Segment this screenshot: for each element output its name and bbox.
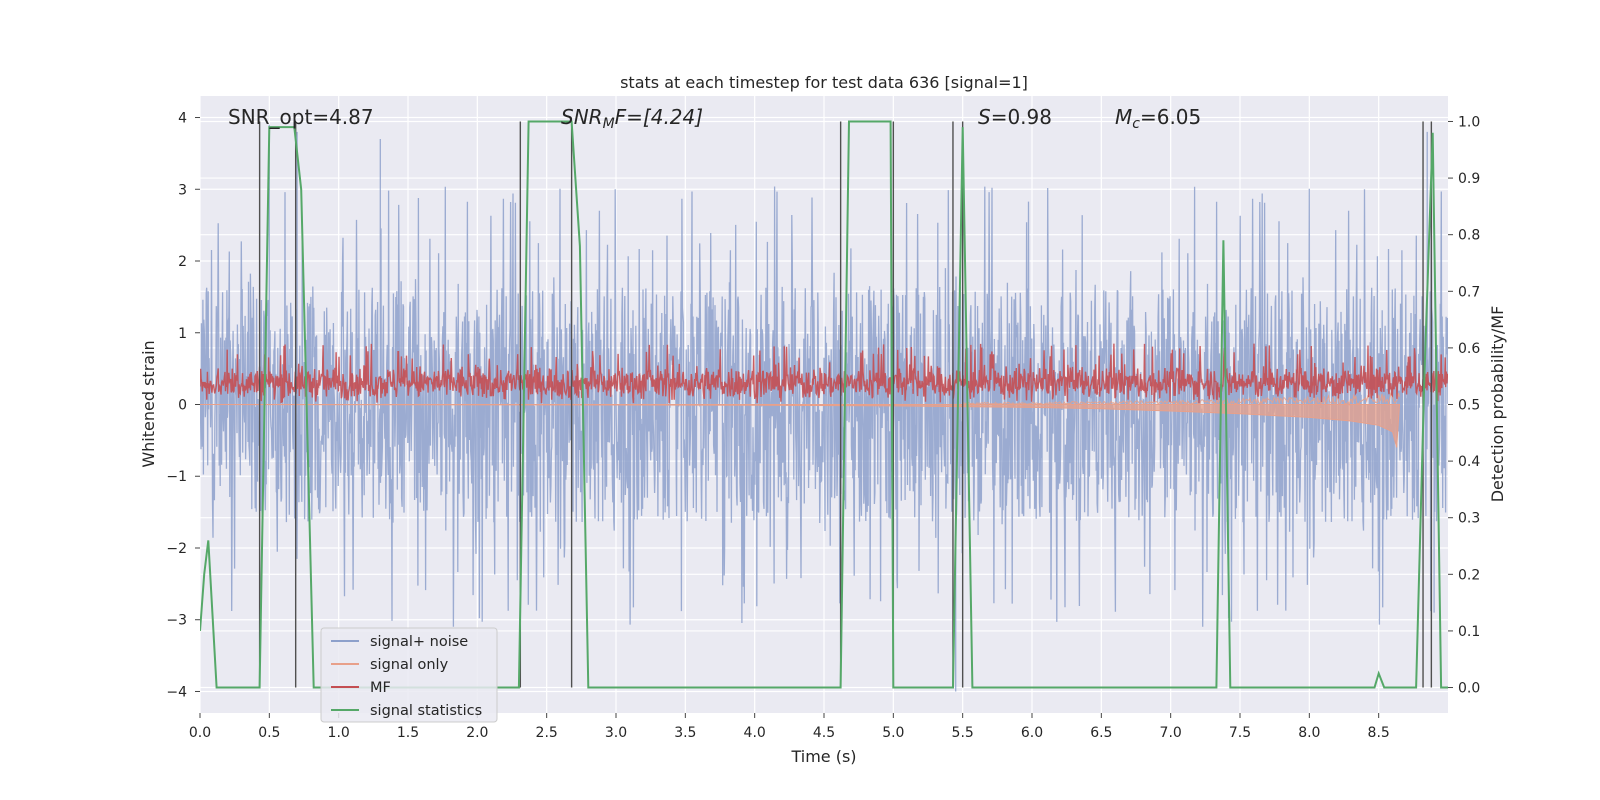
annotation-snr-mf-sub: M: [603, 116, 615, 132]
x-tick-label: 2.0: [466, 725, 488, 741]
annotation-mc: Mc=6.05: [1115, 105, 1201, 132]
x-tick-label: 2.5: [536, 725, 558, 741]
x-tick-label: 0.5: [258, 725, 280, 741]
legend-label-signal-only: signal only: [370, 657, 449, 673]
x-tick-label: 1.5: [397, 725, 419, 741]
series-signal-only-line: [962, 392, 1400, 407]
y-right-tick-label: 0.5: [1458, 398, 1480, 414]
legend: signal+ noise signal only MF signal stat…: [320, 627, 498, 723]
x-tick-label: 3.0: [605, 725, 627, 741]
y-left-tick-label: 2: [178, 254, 187, 270]
legend-box: [320, 627, 498, 723]
x-tick-label: 0.0: [189, 725, 211, 741]
y-right-tick-label: 0.1: [1458, 624, 1480, 640]
annotation-s-rest: =0.98: [991, 105, 1052, 129]
data-layer: [200, 120, 1448, 692]
series-signal-statistics-line: [200, 120, 1448, 689]
x-tick-label: 8.5: [1368, 725, 1390, 741]
annotation-mc-sub: c: [1132, 116, 1140, 132]
y-left-tick-label: −3: [166, 613, 187, 629]
annotation-s: S=0.98: [978, 105, 1052, 129]
y-left-tick-label: −4: [166, 684, 187, 700]
y-right-tick-label: 0.8: [1458, 228, 1480, 244]
y-axis-left-title: Whitened strain: [139, 340, 158, 467]
annotation-snr-mf-symbol: SNR: [561, 105, 603, 129]
x-tick-label: 3.5: [674, 725, 696, 741]
y-right-tick-label: 0.0: [1458, 681, 1480, 697]
series-mf-line: [200, 343, 1448, 404]
x-tick-label: 7.5: [1229, 725, 1251, 741]
y-left-tick-label: 0: [178, 398, 187, 414]
legend-label-mf: MF: [370, 680, 391, 696]
y-right-tick-label: 0.3: [1458, 511, 1480, 527]
y-left-tick-label: 3: [178, 182, 187, 198]
x-tick-label: 8.0: [1298, 725, 1320, 741]
annotation-s-symbol: S: [978, 105, 991, 129]
annotation-snr-mf: SNRMF=[4.24]: [561, 105, 703, 132]
x-tick-label: 6.5: [1090, 725, 1112, 741]
y-left-tick-label: 1: [178, 326, 187, 342]
annotation-mc-symbol: M: [1115, 105, 1132, 129]
y-right-tick-label: 0.2: [1458, 567, 1480, 583]
y-right-tick-label: 0.7: [1458, 284, 1480, 300]
series-signal-only-area: [200, 404, 1401, 448]
x-tick-label: 4.5: [813, 725, 835, 741]
y-right-tick-label: 0.9: [1458, 171, 1480, 187]
chart-title: stats at each timestep for test data 636…: [620, 73, 1028, 92]
y-right-tick-label: 0.6: [1458, 341, 1480, 357]
y-left-tick-label: −2: [166, 541, 187, 557]
y-left-tick-label: −1: [166, 469, 187, 485]
annotation-snr-opt: SNR_opt=4.87: [228, 105, 374, 129]
y-left-tick-label: 4: [178, 111, 187, 127]
annotation-snr-mf-rest: F=[4.24]: [615, 105, 703, 129]
annotation-mc-rest: =6.05: [1140, 105, 1201, 129]
tick-labels: 0.0 0.5 1.0 1.5 2.0 2.5 3.0 3.5 4.0 4.5 5.0 5.5 6.0 6…: [166, 111, 1480, 741]
x-axis-title: Time (s): [790, 747, 856, 766]
legend-label-signal-noise: signal+ noise: [370, 634, 468, 650]
y-right-tick-label: 0.4: [1458, 454, 1480, 470]
x-tick-label: 7.0: [1160, 725, 1182, 741]
legend-label-signal-statistics: signal statistics: [370, 703, 482, 719]
y-right-tick-label: 1.0: [1458, 114, 1480, 130]
x-tick-label: 6.0: [1021, 725, 1043, 741]
x-tick-label: 5.5: [952, 725, 974, 741]
x-tick-label: 4.0: [744, 725, 766, 741]
y-axis-right-title: Detection probability/MF: [1488, 306, 1507, 503]
x-tick-label: 1.0: [328, 725, 350, 741]
x-tick-label: 5.0: [882, 725, 904, 741]
